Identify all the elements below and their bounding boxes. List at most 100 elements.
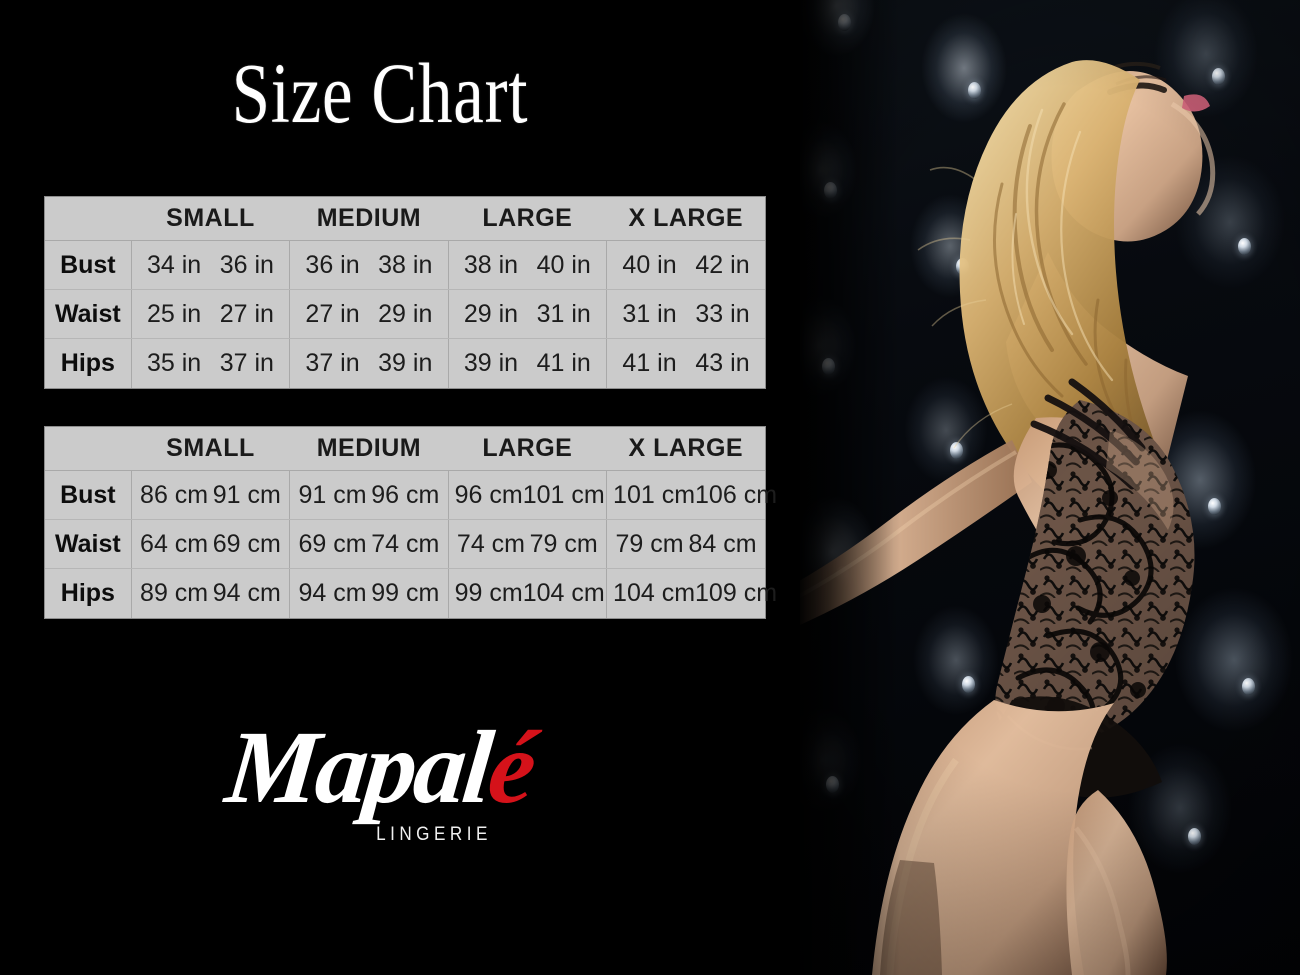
table-header-row: SMALL MEDIUM LARGE X LARGE xyxy=(45,427,765,471)
cell-hips-large: 39 in 41 in xyxy=(448,338,608,388)
header-corner xyxy=(45,197,132,241)
value-min: 94 cm xyxy=(298,578,367,607)
row-label-hips: Hips xyxy=(45,568,132,618)
value-min: 34 in xyxy=(146,250,202,279)
value-min: 104 cm xyxy=(613,578,696,607)
value-max: 96 cm xyxy=(371,480,440,509)
table-header-row: SMALL MEDIUM LARGE X LARGE xyxy=(45,197,765,241)
cell-bust-x-large: 40 in 42 in xyxy=(606,240,765,290)
header-small: SMALL xyxy=(131,197,290,241)
value-max: 41 in xyxy=(536,348,591,377)
table-row: Waist 64 cm 69 cm 69 cm 74 cm 74 cm 79 c… xyxy=(45,519,765,569)
cell-hips-medium: 94 cm 99 cm xyxy=(289,568,449,618)
value-max: 36 in xyxy=(219,250,274,279)
header-x-large: X LARGE xyxy=(606,427,765,471)
cell-waist-x-large: 31 in 33 in xyxy=(606,289,765,339)
value-max: 42 in xyxy=(695,250,750,279)
row-label-waist: Waist xyxy=(45,519,132,569)
cm-size-table: SMALL MEDIUM LARGE X LARGE Bust 86 cm 91… xyxy=(45,427,777,618)
table-row: Bust 34 in 36 in 36 in 38 in 38 in 40 in… xyxy=(45,240,765,290)
cell-waist-small: 25 in 27 in xyxy=(131,289,291,339)
value-max: 33 in xyxy=(695,299,750,328)
value-max: 94 cm xyxy=(212,578,281,607)
header-medium: MEDIUM xyxy=(289,197,449,241)
value-min: 29 in xyxy=(463,299,519,328)
value-min: 74 cm xyxy=(456,529,526,558)
value-min: 35 in xyxy=(146,348,202,377)
cell-waist-small: 64 cm 69 cm xyxy=(131,519,291,569)
value-min: 64 cm xyxy=(140,529,209,558)
inches-size-table: SMALL MEDIUM LARGE X LARGE Bust 34 in 36… xyxy=(45,197,765,388)
table-row: Hips 35 in 37 in 37 in 39 in 39 in 41 in… xyxy=(45,338,765,388)
table-row: Bust 86 cm 91 cm 91 cm 96 cm 96 cm 101 c… xyxy=(45,470,777,520)
value-max: 99 cm xyxy=(371,578,440,607)
row-label-bust: Bust xyxy=(45,470,132,520)
value-min: 86 cm xyxy=(140,480,209,509)
value-max: 37 in xyxy=(219,348,274,377)
cell-hips-large: 99 cm 104 cm xyxy=(448,568,608,618)
value-min: 31 in xyxy=(622,299,677,328)
value-max: 101 cm xyxy=(522,480,605,509)
brand-subtitle: LINGERIE xyxy=(376,824,492,845)
model-photograph xyxy=(780,0,1300,975)
cell-waist-large: 74 cm 79 cm xyxy=(448,519,608,569)
header-corner xyxy=(45,427,132,471)
brand-name-main: Mapal xyxy=(221,710,496,825)
cell-waist-medium: 69 cm 74 cm xyxy=(289,519,449,569)
cell-bust-x-large: 101 cm 106 cm xyxy=(606,470,777,520)
value-max: 106 cm xyxy=(695,480,778,509)
value-max: 27 in xyxy=(219,299,274,328)
value-min: 36 in xyxy=(305,250,360,279)
value-max: 79 cm xyxy=(529,529,598,558)
value-min: 41 in xyxy=(622,348,677,377)
row-label-bust: Bust xyxy=(45,240,132,290)
table-row: Waist 25 in 27 in 27 in 29 in 29 in 31 i… xyxy=(45,289,765,339)
value-min: 39 in xyxy=(463,348,519,377)
header-large: LARGE xyxy=(448,427,607,471)
value-min: 25 in xyxy=(146,299,202,328)
cell-hips-x-large: 41 in 43 in xyxy=(606,338,765,388)
cell-bust-small: 86 cm 91 cm xyxy=(131,470,291,520)
cell-waist-x-large: 79 cm 84 cm xyxy=(606,519,765,569)
brand-logo: Mapalé LINGERIE xyxy=(0,710,760,846)
value-max: 74 cm xyxy=(371,529,440,558)
cell-bust-small: 34 in 36 in xyxy=(131,240,291,290)
value-max: 39 in xyxy=(378,348,433,377)
header-small: SMALL xyxy=(131,427,290,471)
value-min: 96 cm xyxy=(454,480,523,509)
page-title: Size Chart xyxy=(231,45,529,141)
value-min: 27 in xyxy=(305,299,360,328)
value-min: 99 cm xyxy=(454,578,523,607)
row-label-waist: Waist xyxy=(45,289,132,339)
value-max: 38 in xyxy=(378,250,433,279)
value-min: 69 cm xyxy=(298,529,367,558)
cell-hips-small: 89 cm 94 cm xyxy=(131,568,291,618)
value-min: 101 cm xyxy=(613,480,696,509)
value-max: 84 cm xyxy=(688,529,757,558)
header-medium: MEDIUM xyxy=(289,427,449,471)
value-min: 89 cm xyxy=(140,578,209,607)
value-max: 91 cm xyxy=(212,480,281,509)
value-min: 91 cm xyxy=(298,480,367,509)
cell-bust-large: 96 cm 101 cm xyxy=(448,470,608,520)
value-max: 31 in xyxy=(536,299,591,328)
cell-waist-large: 29 in 31 in xyxy=(448,289,608,339)
cell-hips-small: 35 in 37 in xyxy=(131,338,291,388)
row-label-hips: Hips xyxy=(45,338,132,388)
brand-wordmark: Mapalé xyxy=(221,710,539,825)
value-max: 29 in xyxy=(378,299,433,328)
value-max: 40 in xyxy=(536,250,591,279)
header-x-large: X LARGE xyxy=(606,197,765,241)
cell-bust-medium: 36 in 38 in xyxy=(289,240,449,290)
cell-waist-medium: 27 in 29 in xyxy=(289,289,449,339)
value-min: 37 in xyxy=(305,348,360,377)
header-large: LARGE xyxy=(448,197,607,241)
chart-panel: Size Chart SMALL MEDIUM LARGE X LARGE Bu… xyxy=(0,45,778,846)
cell-bust-medium: 91 cm 96 cm xyxy=(289,470,449,520)
value-max: 104 cm xyxy=(522,578,605,607)
cell-hips-medium: 37 in 39 in xyxy=(289,338,449,388)
value-min: 79 cm xyxy=(615,529,684,558)
value-min: 40 in xyxy=(622,250,677,279)
table-row: Hips 89 cm 94 cm 94 cm 99 cm 99 cm 104 c… xyxy=(45,568,777,618)
